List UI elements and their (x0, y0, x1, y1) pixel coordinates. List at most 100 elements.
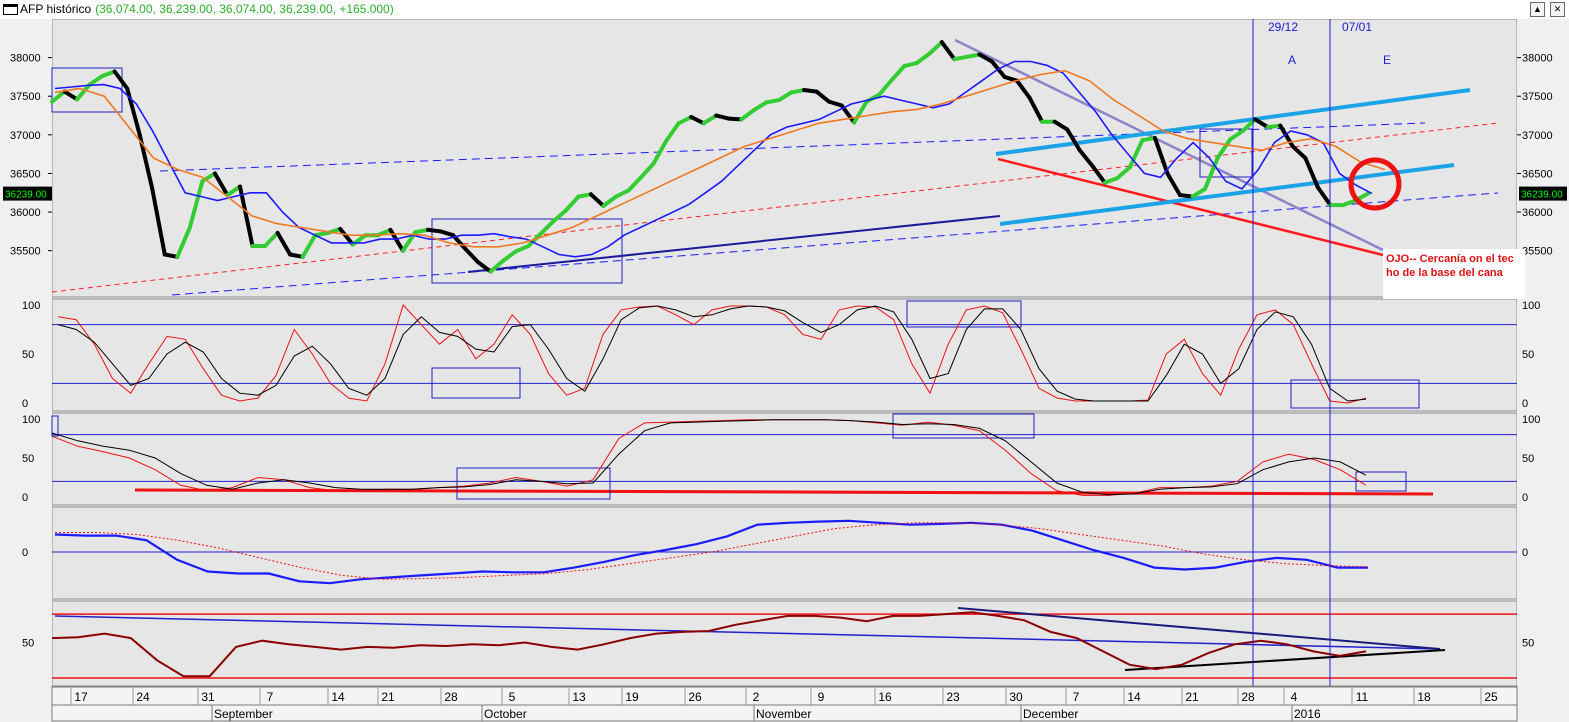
blue-channel-base-line (999, 163, 1455, 226)
macd-line (54, 519, 1368, 585)
x-month-label: 2016 (1294, 707, 1321, 721)
price-segment (200, 171, 217, 184)
fast-tick-left: 100 (22, 300, 40, 312)
price-segment (225, 184, 242, 198)
slow-stoch-k-line (51, 419, 1367, 496)
price-segment (676, 115, 694, 126)
price-segment (1215, 137, 1233, 160)
price-segment (1178, 193, 1195, 199)
price-segment (651, 139, 669, 166)
x-day-tick-label: 26 (688, 690, 702, 704)
price-tick-right: 37000 (1522, 130, 1553, 142)
price-segment (501, 249, 518, 263)
annotation-line: ho de la base del cana (1386, 267, 1504, 279)
slow-stoch-d-line (51, 419, 1367, 496)
fast-tick-right: 50 (1522, 349, 1534, 361)
left-axis-strip (0, 19, 52, 686)
rsi-trendline-navy (957, 607, 1441, 650)
slow-tick-left: 100 (22, 414, 40, 426)
annotation-text: OJO-- Cercanía on el tec ho de la base de… (1386, 253, 1514, 279)
annotation-line: OJO-- Cercanía on el tec (1386, 253, 1514, 265)
price-segment (1077, 148, 1095, 168)
close-button[interactable]: ✕ (1550, 2, 1565, 17)
price-tick-left: 37500 (10, 91, 41, 103)
price-tick-right: 37500 (1522, 91, 1553, 103)
x-day-tick-label: 21 (381, 690, 395, 704)
blue-dashed-trendline-lower (171, 192, 1499, 296)
price-segment (1152, 135, 1170, 176)
x-day-tick-label: 17 (74, 690, 88, 704)
price-segment (802, 88, 819, 94)
price-segment (150, 186, 167, 257)
price-segment (212, 171, 230, 198)
price-tick-right: 36000 (1522, 207, 1553, 219)
price-segment (902, 61, 919, 69)
panel-rsi (51, 600, 1518, 687)
attention-circle (1348, 157, 1402, 211)
window-titlebar: AFP histórico (36,074.00, 36,239.00, 36,0… (0, 0, 1569, 20)
fast-tick-left: 50 (22, 349, 34, 361)
price-segment (701, 113, 719, 126)
chart-area: 35500 35500 36000 36000 36500 36500 37000 37000… (0, 19, 1569, 722)
price-highlight-box-1 (431, 218, 623, 284)
price-tick-left: 36000 (10, 207, 41, 219)
price-tick-right: 36500 (1522, 168, 1553, 180)
slow-tick-right: 0 (1522, 492, 1528, 504)
price-segment (827, 99, 844, 108)
x-day-tick-label: 28 (444, 690, 458, 704)
price-segment (751, 100, 769, 113)
price-segment (1140, 135, 1157, 143)
right-axis-strip (1517, 19, 1569, 686)
price-segment (338, 227, 355, 247)
price-segment (789, 88, 806, 95)
price-segment (1165, 171, 1182, 198)
price-segment (1115, 165, 1132, 181)
slow-highlight-box-2 (892, 413, 1035, 439)
price-segment (1190, 186, 1208, 199)
slow-tick-left: 0 (22, 492, 28, 504)
fast-tick-right: 100 (1522, 300, 1540, 312)
price-segment (1303, 156, 1320, 190)
price-segment (964, 52, 982, 59)
price-segment (275, 230, 293, 257)
x-day-tick-label: 30 (1009, 690, 1023, 704)
last-price-badge-right (1519, 186, 1567, 201)
slow-tick-left: 50 (22, 453, 34, 465)
price-segment (563, 194, 581, 213)
price-tick-left: 36500 (10, 168, 41, 180)
slow-highlight-box-0 (51, 415, 59, 437)
lavender-resistance-line (954, 38, 1384, 252)
rsi-tick-right: 50 (1522, 638, 1534, 650)
ema-line (54, 69, 1386, 248)
x-month-label: December (1023, 707, 1078, 721)
price-segment (1015, 78, 1032, 100)
window-title-values: (36,074.00, 36,239.00, 36,074.00, 36,239… (95, 2, 394, 16)
price-tick-right: 35500 (1522, 246, 1553, 258)
price-segment (426, 227, 443, 234)
price-segment (877, 78, 894, 97)
price-segment (1290, 144, 1308, 160)
price-segment (538, 219, 556, 236)
panel-price (51, 19, 1518, 298)
fast-highlight-box-2 (1290, 379, 1420, 409)
panel-macd (51, 506, 1518, 600)
x-day-tick-label: 9 (818, 690, 825, 704)
price-segment (664, 121, 681, 144)
x-day-tick-label: 4 (1291, 690, 1298, 704)
x-day-tick-label: 23 (946, 690, 960, 704)
slow-tick-right: 50 (1522, 453, 1534, 465)
price-segment (588, 192, 606, 208)
price-segment (764, 98, 781, 105)
price-segment (112, 69, 130, 91)
rsi-trendline-blue (54, 615, 1441, 650)
price-segment (62, 89, 80, 102)
price-segment (87, 74, 105, 87)
price-segment (1027, 95, 1045, 124)
price-tick-right: 38000 (1522, 53, 1553, 65)
maximize-button[interactable]: ▲ (1530, 2, 1545, 17)
price-segment (1203, 156, 1220, 191)
x-day-tick-label: 25 (1484, 690, 1498, 704)
price-segment (852, 99, 869, 125)
x-day-tick-label: 2 (753, 690, 760, 704)
price-tick-left: 37000 (10, 130, 41, 142)
